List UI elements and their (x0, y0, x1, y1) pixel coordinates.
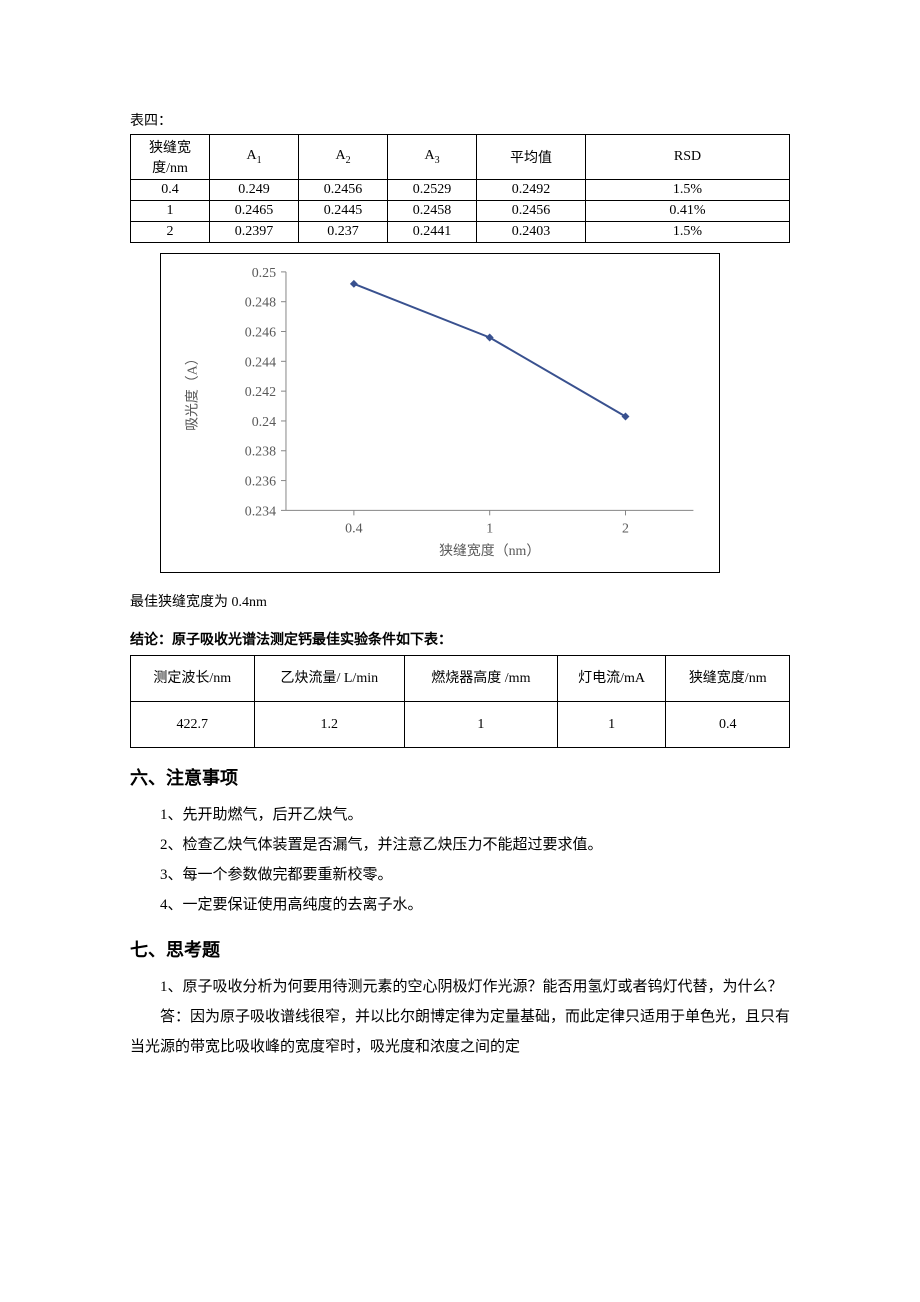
table4-caption: 表四： (130, 110, 790, 130)
svg-text:0.24: 0.24 (252, 415, 276, 430)
svg-text:2: 2 (622, 521, 629, 536)
svg-text:1: 1 (486, 521, 493, 536)
svg-text:0.25: 0.25 (252, 266, 276, 281)
svg-text:0.238: 0.238 (245, 445, 276, 460)
sec6-item: 2、检查乙炔气体装置是否漏气，并注意乙炔压力不能超过要求值。 (130, 830, 790, 860)
table-row: 20.23970.2370.24410.24031.5% (131, 222, 790, 243)
table5: 测定波长/nm 乙炔流量/ L/min 燃烧器高度 /mm 灯电流/mA 狭缝宽… (130, 655, 790, 748)
table5-h2: 燃烧器高度 /mm (405, 656, 558, 702)
svg-text:0.242: 0.242 (245, 385, 276, 400)
sec6-item: 4、一定要保证使用高纯度的去离子水。 (130, 890, 790, 920)
slit-width-chart: 0.234 0.236 0.238 0.24 0.242 0.244 0.246 0.248 0… (160, 253, 720, 573)
table4-h-a3: A3 (388, 135, 477, 180)
sec7-title: 七、思考题 (130, 936, 790, 962)
svg-text:0.246: 0.246 (245, 325, 276, 340)
sec6-item: 1、先开助燃气，后开乙炔气。 (130, 800, 790, 830)
table5-h1: 乙炔流量/ L/min (254, 656, 405, 702)
table4-h-nm: 狭缝宽度/nm (131, 135, 210, 180)
table-row: 10.24650.24450.24580.24560.41% (131, 201, 790, 222)
sec6-item: 3、每一个参数做完都要重新校零。 (130, 860, 790, 890)
svg-text:0.244: 0.244 (245, 355, 276, 370)
svg-text:0.4: 0.4 (345, 521, 362, 536)
conclusion-title: 结论：原子吸收光谱法测定钙最佳实验条件如下表： (130, 629, 790, 649)
svg-text:0.234: 0.234 (245, 504, 276, 519)
sec7-question: 1、原子吸收分析为何要用待测元素的空心阴极灯作光源？能否用氢灯或者钨灯代替，为什… (130, 972, 790, 1002)
svg-text:0.236: 0.236 (245, 475, 276, 490)
table4-h-a2: A2 (299, 135, 388, 180)
table5-h3: 灯电流/mA (557, 656, 666, 702)
table4: 狭缝宽度/nm A1 A2 A3 平均值 RSD 0.40.2490.24560… (130, 134, 790, 243)
svg-text:0.248: 0.248 (245, 296, 276, 311)
table4-h-rsd: RSD (586, 135, 790, 180)
best-slit-note: 最佳狭缝宽度为 0.4nm (130, 591, 790, 611)
table4-h-avg: 平均值 (477, 135, 586, 180)
table-row: 422.7 1.2 1 1 0.4 (131, 702, 790, 748)
svg-text:狭缝宽度（nm）: 狭缝宽度（nm） (439, 542, 540, 559)
svg-text:吸光度（A）: 吸光度（A） (185, 351, 201, 431)
table4-h-a1: A1 (210, 135, 299, 180)
table5-h0: 测定波长/nm (131, 656, 255, 702)
table5-h4: 狭缝宽度/nm (666, 656, 790, 702)
sec7-answer: 答：因为原子吸收谱线很窄，并以比尔朗博定律为定量基础，而此定律只适用于单色光，且… (130, 1002, 790, 1062)
table-row: 0.40.2490.24560.25290.24921.5% (131, 180, 790, 201)
sec6-title: 六、注意事项 (130, 764, 790, 790)
